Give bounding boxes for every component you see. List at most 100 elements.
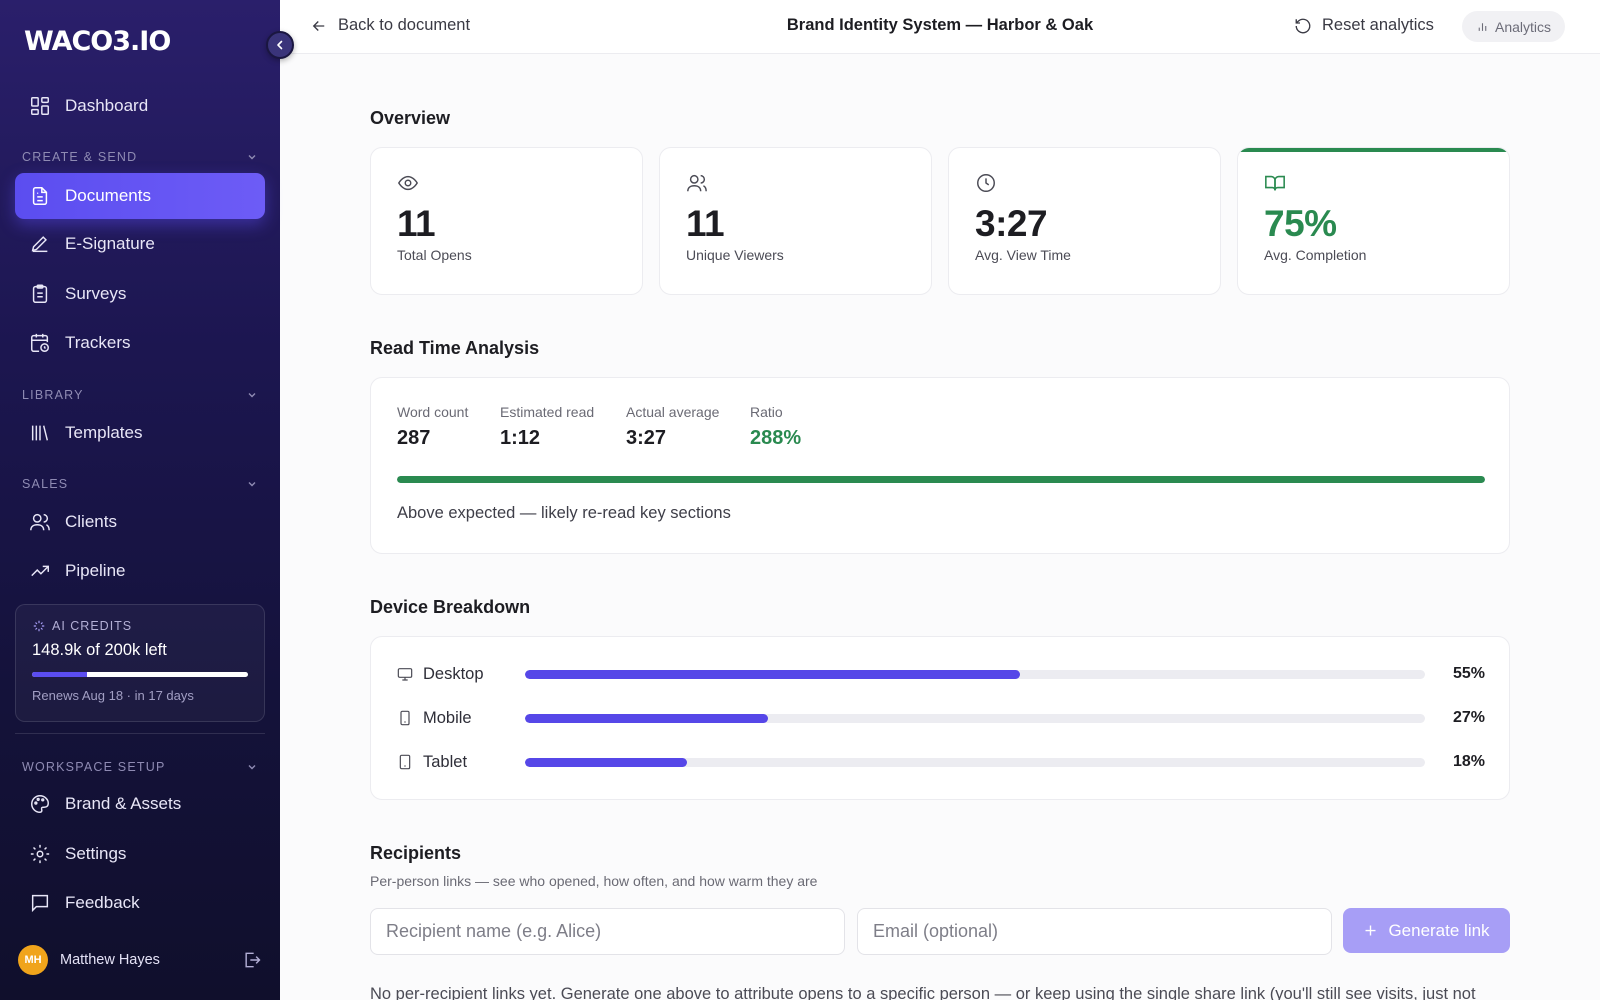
stat-card-avg-view-time: 3:27 Avg. View Time: [948, 147, 1221, 295]
document-icon: [32, 187, 48, 205]
device-bar-fill: [525, 713, 768, 723]
chevron-down-icon: [248, 155, 256, 160]
sidebar-item-label: Templates: [65, 423, 143, 442]
sidebar-item-clients[interactable]: Clients: [15, 499, 265, 545]
sidebar-item-label: Feedback: [65, 893, 140, 912]
recipients-subtitle: Per-person links — see who opened, how o…: [370, 873, 818, 889]
sidebar-item-label: Pipeline: [65, 561, 126, 580]
ai-credits-card[interactable]: AI CREDITS 148.9k of 200k left Renews Au…: [15, 604, 265, 722]
eye-icon: [397, 175, 419, 191]
user-profile[interactable]: MH Matthew Hayes: [18, 945, 262, 975]
metric-label: Estimated read: [500, 404, 595, 420]
monitor-icon: [397, 668, 413, 681]
device-percent: 18%: [1452, 753, 1485, 770]
dashboard-icon: [31, 97, 49, 115]
metric-estimated-read: Estimated read 1:12: [500, 404, 594, 450]
analytics-label: Analytics: [1495, 18, 1552, 35]
read-time-heading: Read Time Analysis: [370, 338, 540, 358]
stat-value: 3:27: [975, 203, 1048, 244]
recipient-email-input[interactable]: [857, 908, 1332, 955]
section-label: CREATE & SEND: [22, 150, 138, 164]
sidebar-item-documents[interactable]: Documents: [15, 173, 265, 219]
library-icon: [31, 425, 49, 441]
avatar: MH: [18, 945, 48, 975]
sidebar-item-settings[interactable]: Settings: [15, 831, 265, 877]
reset-analytics-button[interactable]: Reset analytics: [1294, 16, 1434, 35]
analytics-tab-button[interactable]: Analytics: [1462, 11, 1566, 42]
credits-progress-fill: [32, 672, 88, 677]
metric-value: 1:12: [500, 427, 541, 449]
metric-actual-average: Actual average 3:27: [626, 404, 719, 450]
sidebar-item-trackers[interactable]: Trackers: [15, 320, 265, 366]
overview-heading: Overview: [370, 108, 451, 128]
sidebar-item-brand-assets[interactable]: Brand & Assets: [15, 781, 265, 827]
sidebar-item-feedback[interactable]: Feedback: [15, 880, 265, 926]
section-workspace-setup[interactable]: WORKSPACE SETUP: [22, 760, 258, 774]
stat-value: 11: [686, 203, 725, 244]
recipient-name-input[interactable]: [370, 908, 845, 955]
stat-label: Avg. Completion: [1264, 247, 1367, 263]
metric-label: Word count: [397, 404, 469, 420]
recipients-heading: Recipients: [370, 843, 462, 863]
credits-title: AI CREDITS: [32, 619, 248, 633]
metric-label: Actual average: [626, 404, 720, 420]
sidebar-item-templates[interactable]: Templates: [15, 410, 265, 456]
sidebar-item-label: E-Signature: [65, 234, 155, 253]
back-to-document-link[interactable]: Back to document: [310, 16, 470, 35]
device-percent: 55%: [1452, 665, 1485, 682]
gear-icon: [30, 844, 50, 864]
device-row-tablet: Tablet 18%: [397, 749, 1485, 775]
sidebar-item-label: Documents: [65, 186, 151, 205]
palette-icon: [31, 795, 49, 813]
stat-value: 11: [397, 203, 436, 244]
logout-icon[interactable]: [242, 950, 262, 970]
device-bar: [525, 713, 1425, 723]
sidebar-item-surveys[interactable]: Surveys: [15, 271, 265, 317]
device-row-mobile: Mobile 27%: [397, 705, 1485, 731]
device-row-desktop: Desktop 55%: [397, 661, 1485, 687]
sidebar: WACO3.IO Dashboard CREATE & SEND Documen…: [0, 0, 294, 1000]
credits-title-text: AI CREDITS: [52, 619, 133, 633]
sidebar-item-esignature[interactable]: E-Signature: [15, 221, 265, 267]
calendar-clock-icon: [31, 333, 49, 352]
metric-value: 287: [397, 427, 431, 449]
book-open-icon: [1265, 175, 1285, 191]
metric-ratio: Ratio 288%: [750, 404, 801, 450]
stat-card-total-opens: 11 Total Opens: [370, 147, 643, 295]
users-icon: [30, 513, 50, 531]
device-name: Mobile: [423, 708, 472, 727]
credits-progress: [32, 672, 248, 677]
stat-label: Unique Viewers: [686, 247, 784, 263]
section-create-send[interactable]: CREATE & SEND: [22, 150, 258, 164]
smartphone-icon: [400, 710, 410, 726]
device-bar: [525, 669, 1425, 679]
message-square-icon: [31, 894, 49, 913]
recipients-empty-note: No per-recipient links yet. Generate one…: [370, 985, 1476, 1000]
section-label: SALES: [22, 477, 69, 491]
section-label: WORKSPACE SETUP: [22, 760, 166, 774]
stat-label: Total Opens: [397, 247, 472, 263]
sidebar-item-pipeline[interactable]: Pipeline: [15, 548, 265, 594]
read-ratio-bar-fill: [397, 476, 1485, 483]
sidebar-item-label: Dashboard: [65, 96, 149, 115]
stat-card-unique-viewers: 11 Unique Viewers: [659, 147, 932, 295]
generate-link-button[interactable]: Generate link: [1343, 908, 1510, 953]
section-library[interactable]: LIBRARY: [22, 388, 258, 402]
credits-amount: 148.9k of 200k left: [32, 641, 167, 659]
pen-icon: [31, 236, 48, 253]
collapse-sidebar-button[interactable]: [266, 31, 294, 59]
device-name: Tablet: [423, 752, 468, 771]
section-sales[interactable]: SALES: [22, 477, 258, 491]
rotate-ccw-icon: [1295, 18, 1311, 33]
credits-renew-text: Renews Aug 18 · in 17 days: [32, 688, 194, 703]
device-bar-fill: [525, 757, 687, 767]
generate-link-label: Generate link: [1388, 920, 1490, 940]
app-logo[interactable]: WACO3.IO: [24, 26, 171, 57]
metric-value: 288%: [750, 427, 802, 449]
chevron-left-icon: [277, 40, 283, 50]
sidebar-item-dashboard[interactable]: Dashboard: [15, 83, 265, 129]
users-icon: [687, 174, 707, 192]
clipboard-icon: [32, 284, 48, 303]
top-bar: Back to document Brand Identity System —…: [280, 0, 1600, 54]
chevron-down-icon: [248, 765, 256, 770]
